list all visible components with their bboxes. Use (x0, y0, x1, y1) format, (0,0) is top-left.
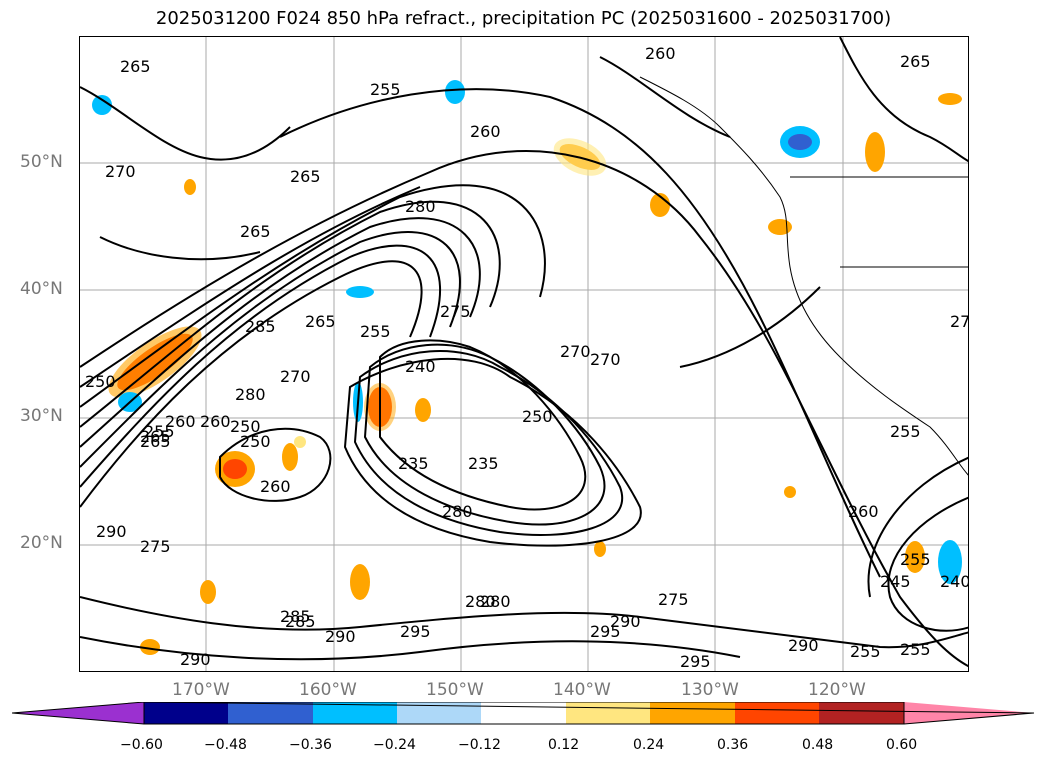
lat-label: 30°N (20, 406, 63, 426)
contour-label: 295 (590, 622, 621, 641)
colorbar-segment (228, 702, 313, 724)
colorbar-tick: 0.60 (886, 737, 918, 753)
contour-label: 285 (285, 612, 316, 631)
lat-label: 50°N (20, 152, 63, 172)
colorbar-segment (397, 702, 481, 724)
colorbar-tick: −0.12 (458, 737, 501, 753)
contour-label: 255 (144, 422, 175, 441)
contour-label: 255 (900, 550, 931, 569)
colorbar-tick: 0.36 (717, 737, 749, 753)
colorbar-segment (566, 702, 650, 724)
contour-label: 255 (900, 640, 931, 659)
contour-label: 275 (658, 590, 689, 609)
contour-label: 235 (468, 454, 499, 473)
contour-label: 285 (280, 607, 311, 626)
lon-label: 160°W (299, 680, 357, 700)
lat-label: 20°N (20, 533, 63, 553)
contour-label: 250 (522, 407, 553, 426)
colorbar-segment (819, 702, 904, 724)
contour-label: 275 (140, 537, 171, 556)
contour-label: 270 (105, 162, 136, 181)
contour-label: 255 (370, 80, 401, 99)
colorbar-segment (313, 702, 397, 724)
contour-label: 260 (200, 412, 231, 431)
contour-label: 255 (850, 642, 881, 661)
colorbar-tick: −0.36 (289, 737, 332, 753)
contour-label: 250 (240, 432, 271, 451)
lon-label: 140°W (553, 680, 611, 700)
colorbar-extend-low (12, 702, 144, 724)
contour-label: 275 (440, 302, 471, 321)
contour-label: 270 (590, 350, 621, 369)
contour-label: 280 (235, 385, 266, 404)
map-canvas: 265 260 255 260 265 280 265 270 250 275 … (80, 37, 969, 671)
map-title: 2025031200 F024 850 hPa refract., precip… (155, 8, 892, 29)
contour-label: 265 (120, 57, 151, 76)
contour-label: 285 (245, 317, 276, 336)
contour-label: 270 (280, 367, 311, 386)
contour-label: 295 (400, 622, 431, 641)
contour-label: 240 (940, 572, 969, 591)
contour-label: 280 (465, 592, 496, 611)
colorbar-segment (735, 702, 819, 724)
contour-label: 290 (180, 650, 211, 669)
contour-label: 265 (240, 222, 271, 241)
precip-shading (92, 80, 962, 655)
contour-label: 280 (442, 502, 473, 521)
contour-label: 295 (680, 652, 711, 671)
contour-label: 235 (398, 454, 429, 473)
contour-label: 290 (788, 636, 819, 655)
contour-label: 265 (305, 312, 336, 331)
contour-label: 290 (610, 612, 641, 631)
contour-label: 265 (140, 432, 171, 451)
contour-label: 280 (405, 197, 436, 216)
colorbar-segment (144, 702, 228, 724)
contour-label: 265 (290, 167, 321, 186)
colorbar-extend-high (904, 702, 1034, 724)
colorbar-segment (650, 702, 735, 724)
contour-label: 280 (480, 592, 511, 611)
lon-label: 120°W (808, 680, 866, 700)
contour-label: 290 (325, 627, 356, 646)
coastlines (639, 76, 968, 476)
lat-label: 40°N (20, 279, 63, 299)
colorbar-tick: −0.60 (120, 737, 163, 753)
contour-label: 245 (880, 572, 911, 591)
refractivity-contours (80, 37, 968, 668)
contour-label: 290 (96, 522, 127, 541)
contour-label: 260 (260, 477, 291, 496)
contour-label: 250 (230, 417, 261, 436)
lon-label: 170°W (172, 680, 230, 700)
contour-label: 265 (900, 52, 931, 71)
contour-label: 265 (140, 427, 171, 446)
map-panel: 265 260 255 260 265 280 265 270 250 275 … (79, 36, 969, 672)
graticule (80, 37, 968, 671)
colorbar-tick: 0.24 (633, 737, 665, 753)
lon-label: 130°W (681, 680, 739, 700)
contour-label: 270 (950, 312, 969, 331)
contour-label: 255 (890, 422, 921, 441)
contour-label: 240 (405, 357, 436, 376)
colorbar-tick: −0.48 (204, 737, 247, 753)
contour-label: 260 (645, 44, 676, 63)
contour-label: 260 (848, 502, 879, 521)
contour-label: 260 (470, 122, 501, 141)
contour-label-group: 265 260 255 260 265 280 265 270 250 275 … (85, 44, 969, 671)
colorbar-tick: −0.24 (373, 737, 416, 753)
colorbar-segment (481, 702, 566, 724)
contour-label: 260 (165, 412, 196, 431)
lon-label: 150°W (426, 680, 484, 700)
colorbar-tick: 0.12 (548, 737, 580, 753)
colorbar-tick: 0.48 (802, 737, 834, 753)
contour-label: 255 (360, 322, 391, 341)
colorbar (12, 702, 1035, 725)
contour-label: 250 (85, 372, 116, 391)
contour-label: 270 (560, 342, 591, 361)
